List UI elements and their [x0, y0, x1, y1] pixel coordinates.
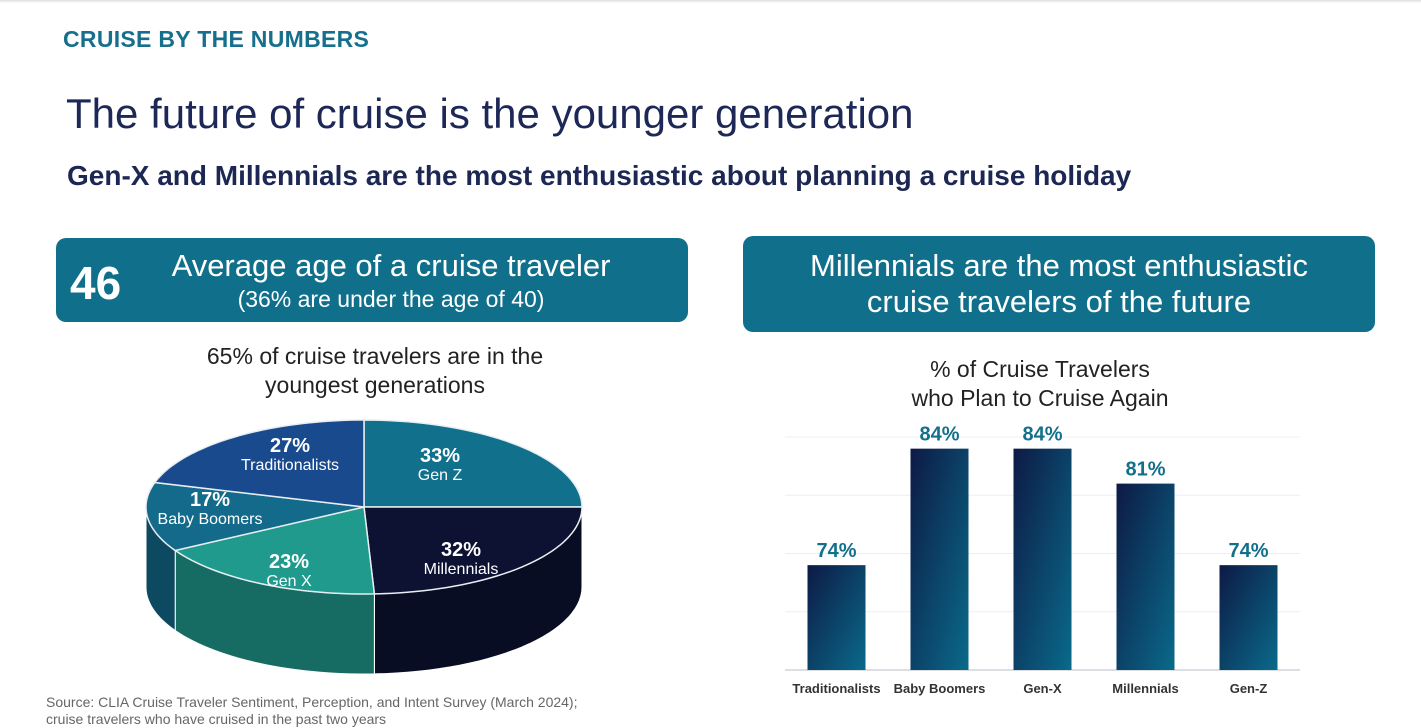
- pie-slice-traditionalists: [153, 419, 365, 508]
- millennials-banner: Millennials are the most enthusiastic cr…: [743, 236, 1375, 332]
- pie-title: 65% of cruise travelers are in the young…: [150, 342, 600, 400]
- bar-traditionalists: [807, 565, 866, 670]
- bar-millennials: [1116, 483, 1175, 670]
- average-age-banner: 46 Average age of a cruise traveler (36%…: [56, 238, 688, 322]
- pie-label-traditionalists: 27% Traditionalists: [240, 435, 340, 474]
- bar-title: % of Cruise Travelers who Plan to Cruise…: [830, 355, 1250, 413]
- average-age-label: Average age of a cruise traveler: [171, 248, 611, 283]
- pie-label-baby-boomers: 17% Baby Boomers: [157, 489, 263, 528]
- source-line-1: Source: CLIA Cruise Traveler Sentiment, …: [46, 694, 578, 710]
- pie-slice-millennials: [363, 506, 583, 595]
- x-tick-label: Baby Boomers: [894, 681, 986, 696]
- x-tick-label: Traditionalists: [792, 681, 880, 696]
- bar-gen-x: [1013, 448, 1072, 670]
- x-tick-label: Millennials: [1112, 681, 1178, 696]
- x-tick-label: Gen-X: [1023, 681, 1062, 696]
- bar-value-label: 74%: [816, 540, 856, 562]
- pie-title-line-1: 65% of cruise travelers are in the: [206, 343, 544, 369]
- millennials-banner-text: Millennials are the most enthusiastic cr…: [743, 248, 1375, 320]
- bar-baby-boomers: [910, 448, 969, 670]
- section-kicker: CRUISE BY THE NUMBERS: [63, 26, 370, 52]
- bar-title-line-1: % of Cruise Travelers: [930, 356, 1150, 382]
- pie-sides: [145, 506, 583, 675]
- source-note: Source: CLIA Cruise Traveler Sentiment, …: [46, 694, 577, 728]
- bar-value-label: 84%: [919, 424, 959, 446]
- pie-label-gen-x: 23% Gen X: [266, 551, 312, 590]
- bar-value-label: 81%: [1125, 459, 1165, 481]
- bar-value-label: 84%: [1022, 424, 1062, 446]
- x-tick-label: Gen-Z: [1230, 681, 1268, 696]
- average-age-note: (36% are under the age of 40): [237, 286, 545, 312]
- average-age-number: 46: [70, 257, 122, 309]
- pie-label-gen-z: 33% Gen Z: [417, 445, 463, 484]
- page-subtitle: Gen-X and Millennials are the most enthu…: [67, 160, 1132, 191]
- pie-label-millennials: 32% Millennials: [423, 539, 499, 578]
- pie-title-line-2: youngest generations: [265, 372, 485, 398]
- bar-gen-z: [1219, 565, 1278, 670]
- top-border: [0, 0, 1421, 3]
- banner-line-2: cruise travelers of the future: [866, 284, 1252, 319]
- bar-value-label: 74%: [1228, 540, 1268, 562]
- page-title: The future of cruise is the younger gene…: [66, 90, 914, 137]
- source-line-2: cruise travelers who have cruised in the…: [46, 711, 387, 727]
- pie-slice-gen-x: [173, 506, 376, 595]
- pie-slice-baby-boomers: [145, 481, 365, 552]
- bar-title-line-2: who Plan to Cruise Again: [911, 385, 1169, 411]
- banner-line-1: Millennials are the most enthusiastic: [810, 248, 1308, 283]
- pie-slice-gen-z: [363, 419, 583, 508]
